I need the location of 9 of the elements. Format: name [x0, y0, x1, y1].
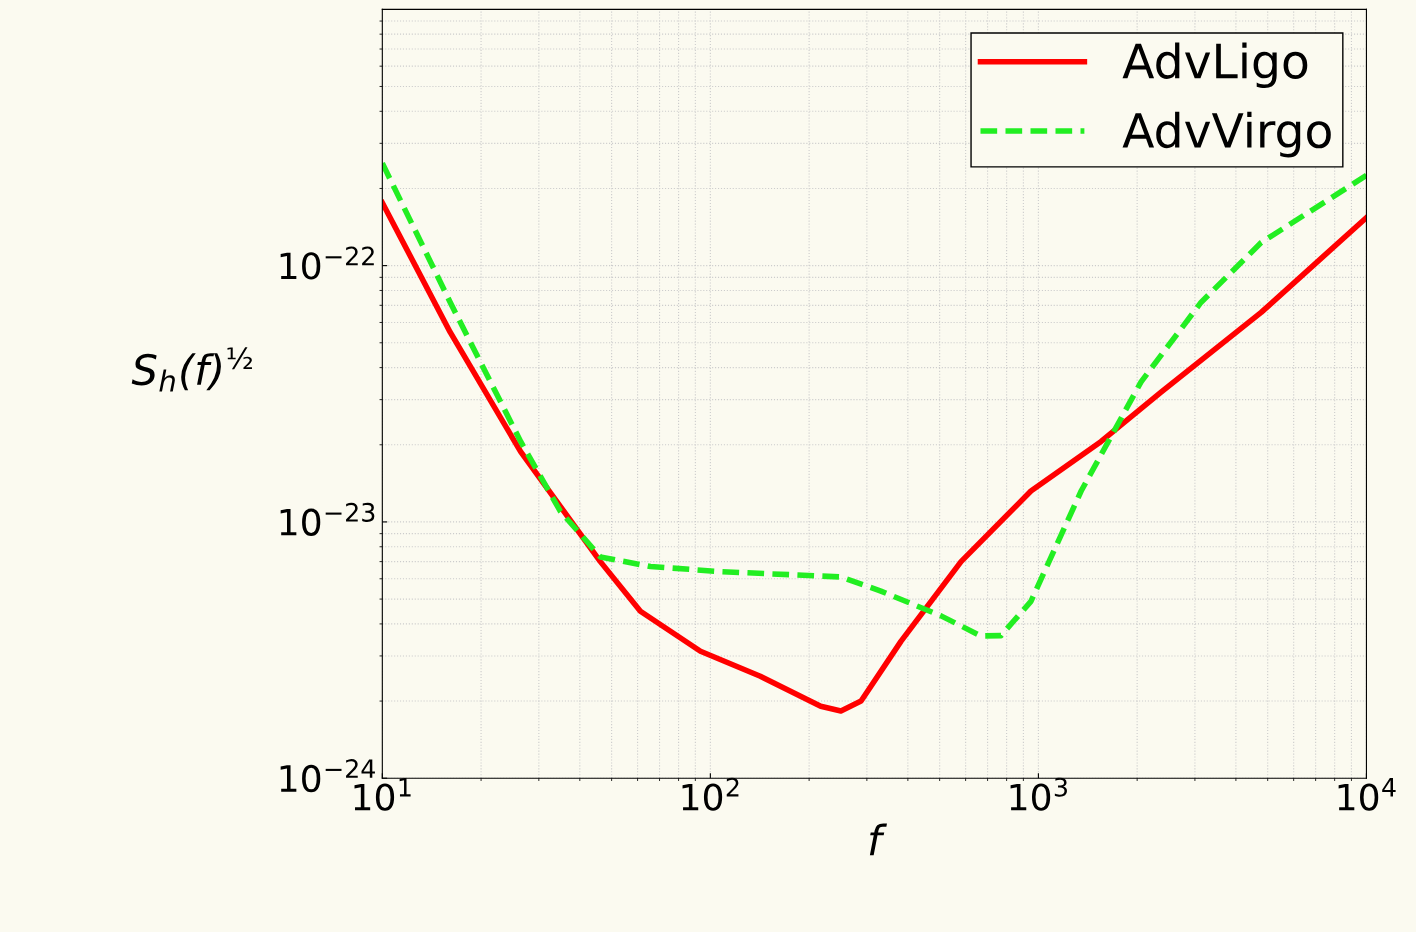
x-tick-label: 10$^{4}$ [1338, 778, 1396, 811]
y-axis-title: S$_{h}$(f)$^{½}$ [131, 347, 252, 392]
x-tick-label: 10$^{3}$ [1010, 777, 1067, 811]
y-tick-label: 10$^{−22}$ [280, 246, 374, 280]
legend-label: AdvVirgo [1122, 111, 1331, 158]
y-tick-label: 10$^{−23}$ [280, 502, 375, 536]
x-axis-title: f [869, 823, 887, 856]
x-tick-label: 10$^{2}$ [682, 777, 739, 811]
legend-label: AdvLigo [1122, 42, 1308, 89]
